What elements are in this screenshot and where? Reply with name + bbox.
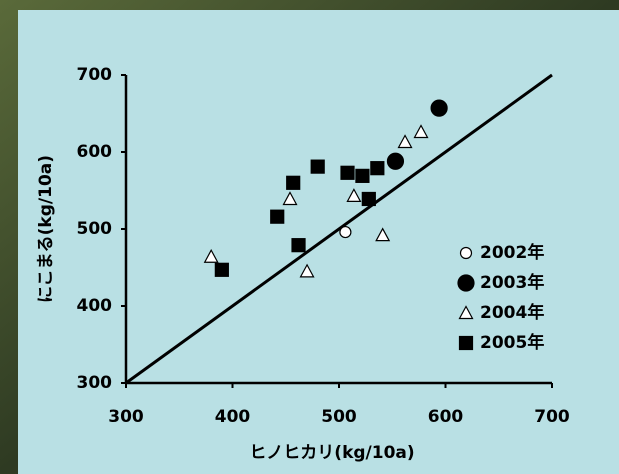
data-point	[341, 166, 354, 179]
data-point	[271, 210, 284, 223]
data-point	[371, 162, 384, 175]
data-point	[431, 100, 447, 116]
data-point	[287, 176, 300, 189]
legend-label: 2002年	[480, 242, 544, 263]
data-point	[356, 169, 369, 182]
x-tick-label: 600	[428, 407, 464, 427]
page: ヒノヒカリ(kg/10a) にこまる(kg/10a) 300 400 500 600 7…	[0, 0, 619, 474]
data-point	[215, 263, 228, 276]
data-point	[311, 160, 324, 173]
legend-marker	[458, 275, 474, 291]
y-tick-label: 300	[77, 373, 113, 393]
y-tick-label: 700	[77, 65, 113, 85]
y-tick-label: 600	[77, 142, 113, 162]
chart: ヒノヒカリ(kg/10a) にこまる(kg/10a) 300 400 500 600 7…	[0, 0, 619, 474]
x-tick-label: 700	[534, 407, 570, 427]
y-axis-label: にこまる(kg/10a)	[36, 155, 56, 303]
x-tick-label: 300	[108, 407, 144, 427]
x-axis-label: ヒノヒカリ(kg/10a)	[249, 443, 414, 463]
x-tick-label: 500	[321, 407, 357, 427]
legend-label: 2003年	[480, 272, 544, 293]
legend-label: 2004年	[480, 302, 544, 323]
y-tick-label: 500	[77, 219, 113, 239]
legend-marker	[460, 337, 473, 350]
legend-marker	[461, 248, 472, 259]
data-point	[362, 192, 375, 205]
data-point	[292, 239, 305, 252]
data-point	[340, 227, 351, 238]
x-tick-label: 400	[215, 407, 251, 427]
legend-label: 2005年	[480, 332, 544, 353]
y-tick-label: 400	[77, 296, 113, 316]
data-point	[387, 153, 403, 169]
